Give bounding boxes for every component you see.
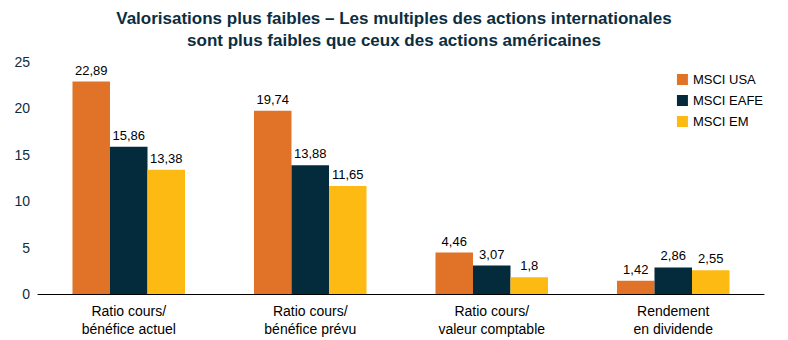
svg-text:10: 10 [14,193,30,209]
svg-text:25: 25 [14,54,30,70]
svg-text:15,86: 15,86 [112,128,145,143]
svg-text:3,07: 3,07 [479,247,504,262]
svg-text:Ratio cours/: Ratio cours/ [273,303,348,319]
svg-text:Ratio cours/: Ratio cours/ [454,303,529,319]
svg-text:13,88: 13,88 [294,146,327,161]
svg-text:MSCI EM: MSCI EM [693,114,749,129]
svg-text:valeur comptable: valeur comptable [438,321,545,337]
svg-text:Ratio cours/: Ratio cours/ [91,303,166,319]
svg-text:2,55: 2,55 [698,251,723,266]
svg-text:11,65: 11,65 [332,167,364,182]
svg-text:15: 15 [14,147,30,163]
svg-text:bénéfice actuel: bénéfice actuel [82,321,176,337]
svg-text:Rendement: Rendement [637,303,709,319]
svg-text:19,74: 19,74 [256,92,289,107]
svg-text:1,42: 1,42 [623,262,648,277]
svg-text:sont plus faibles que ceux des: sont plus faibles que ceux des actions a… [187,31,601,50]
svg-text:2,86: 2,86 [661,248,686,263]
svg-text:MSCI EAFE: MSCI EAFE [693,93,763,108]
svg-text:MSCI USA: MSCI USA [693,72,756,87]
svg-text:22,89: 22,89 [75,63,108,78]
svg-text:bénéfice prévu: bénéfice prévu [264,321,356,337]
svg-text:Valorisations plus faibles – L: Valorisations plus faibles – Les multipl… [116,9,672,28]
svg-text:20: 20 [14,100,30,116]
svg-text:13,38: 13,38 [150,151,183,166]
svg-text:en dividende: en dividende [634,321,714,337]
svg-text:4,46: 4,46 [442,234,467,249]
svg-text:1,8: 1,8 [520,258,538,273]
svg-text:0: 0 [22,286,30,302]
svg-text:5: 5 [22,240,30,256]
